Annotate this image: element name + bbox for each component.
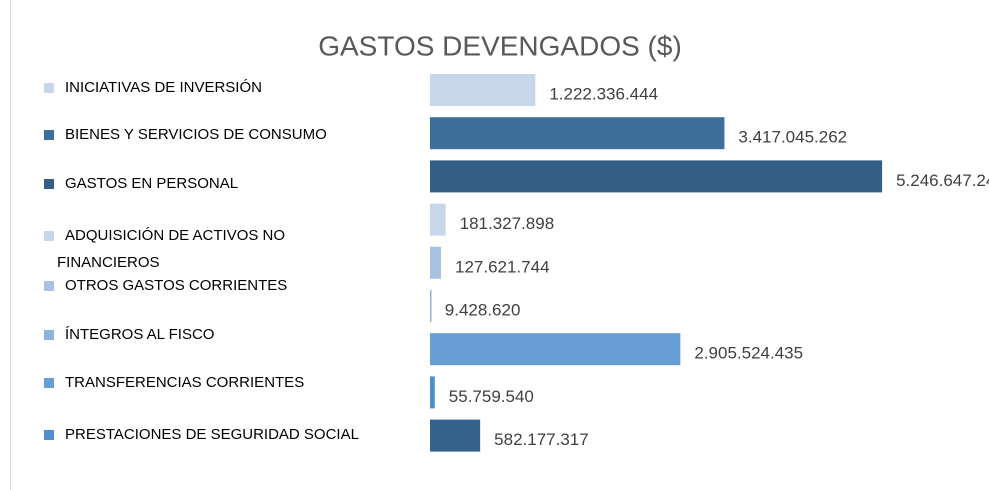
- legend-swatch: [44, 83, 54, 93]
- value-label: 1.222.336.444: [549, 84, 658, 103]
- bar: [430, 333, 681, 366]
- chart-title: GASTOS DEVENGADOS ($): [318, 30, 682, 61]
- bar: [430, 290, 432, 322]
- value-label: 55.759.540: [449, 387, 534, 406]
- legend-label: OTROS GASTOS CORRIENTES: [65, 277, 288, 294]
- legend-label: BIENES Y SERVICIOS DE CONSUMO: [65, 126, 327, 143]
- legend-swatch: [44, 330, 54, 340]
- chart-border: [10, 0, 11, 490]
- legend-swatch: [44, 179, 54, 189]
- bar: [430, 419, 481, 452]
- legend-label: GASTOS EN PERSONAL: [65, 175, 239, 192]
- legend-swatch: [44, 378, 54, 388]
- bar: [430, 117, 725, 150]
- value-label: 2.905.524.435: [694, 344, 803, 363]
- value-label: 582.177.317: [494, 430, 589, 449]
- legend-swatch: [44, 231, 54, 241]
- legend-label: PRESTACIONES DE SEGURIDAD SOCIAL: [65, 426, 359, 443]
- legend-label: ADQUISICIÓN DE ACTIVOS NO FINANCIEROS: [57, 227, 286, 271]
- bar: [430, 376, 435, 409]
- bar: [430, 160, 883, 193]
- bar: [430, 246, 441, 279]
- legend-swatch: [44, 430, 54, 440]
- value-label: 5.246.647.247: [896, 171, 989, 190]
- legend-swatch: [44, 130, 54, 140]
- value-label: 181.327.898: [460, 214, 555, 233]
- legend-swatch: [44, 281, 54, 291]
- bar: [430, 74, 536, 106]
- bar: [430, 203, 446, 236]
- legend-label: INICIATIVAS DE INVERSIÓN: [65, 79, 262, 96]
- value-label: 3.417.045.262: [738, 128, 847, 147]
- value-label: 127.621.744: [455, 257, 550, 276]
- legend-label: TRANSFERENCIAS CORRIENTES: [65, 374, 305, 391]
- legend-label: ÍNTEGROS AL FISCO: [65, 326, 215, 343]
- value-label: 9.428.620: [445, 300, 521, 319]
